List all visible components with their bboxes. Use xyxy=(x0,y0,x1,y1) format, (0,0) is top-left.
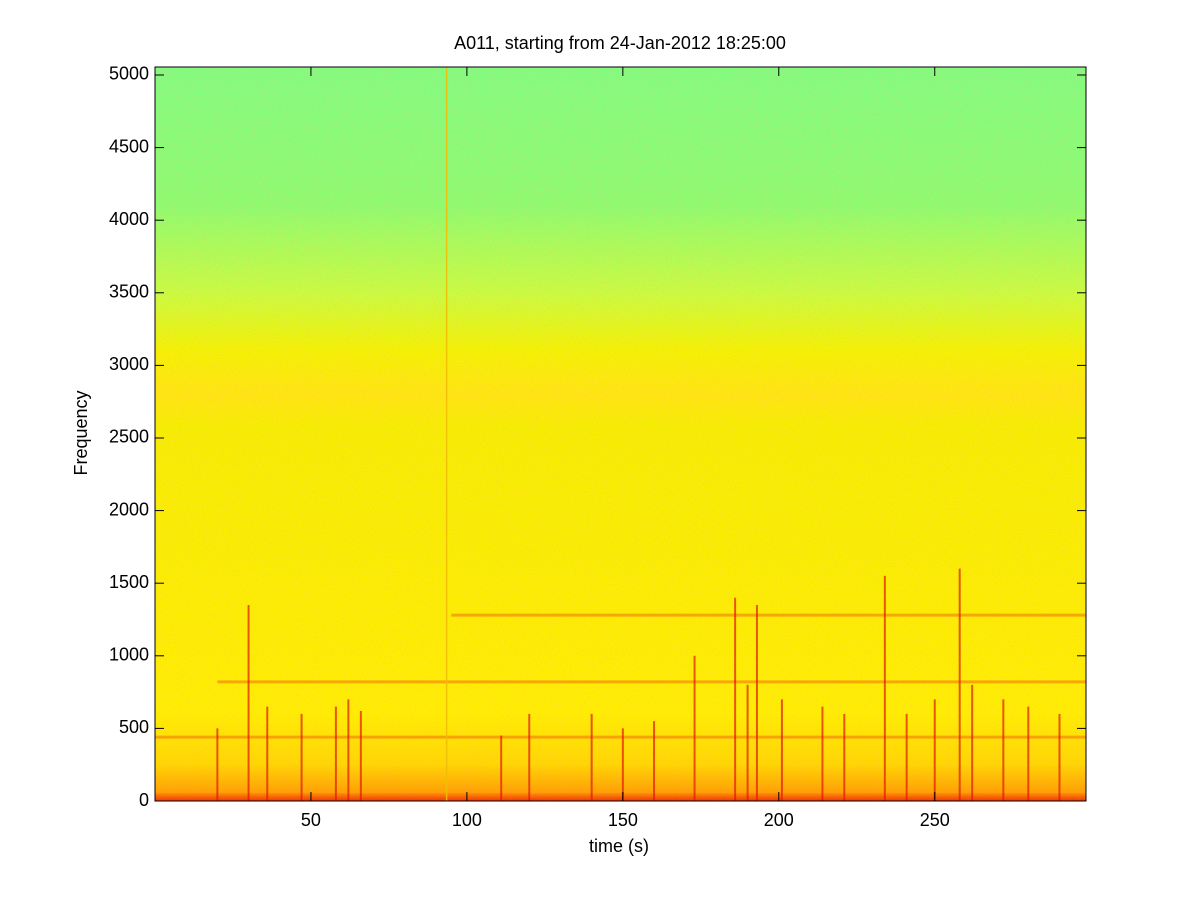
noise-texture xyxy=(155,67,1086,801)
x-tick-label: 200 xyxy=(764,810,794,830)
x-axis-label: time (s) xyxy=(589,836,649,856)
y-tick-label: 0 xyxy=(139,790,149,810)
y-tick-label: 2500 xyxy=(109,427,149,447)
y-tick-label: 3000 xyxy=(109,354,149,374)
y-tick-label: 500 xyxy=(119,717,149,737)
x-tick-label: 150 xyxy=(608,810,638,830)
x-tick-label: 250 xyxy=(920,810,950,830)
chart-title: A011, starting from 24-Jan-2012 18:25:00 xyxy=(454,33,786,53)
y-tick-label: 5000 xyxy=(109,64,149,84)
y-tick-label: 2000 xyxy=(109,499,149,519)
y-tick-label: 4500 xyxy=(109,136,149,156)
plot-frame xyxy=(154,66,1087,802)
y-axis-label: Frequency xyxy=(71,390,91,475)
x-tick-label: 100 xyxy=(452,810,482,830)
y-tick-label: 1500 xyxy=(109,572,149,592)
y-tick-label: 4000 xyxy=(109,209,149,229)
y-tick-label: 3500 xyxy=(109,282,149,302)
x-tick-label: 50 xyxy=(301,810,321,830)
y-tick-label: 1000 xyxy=(109,645,149,665)
